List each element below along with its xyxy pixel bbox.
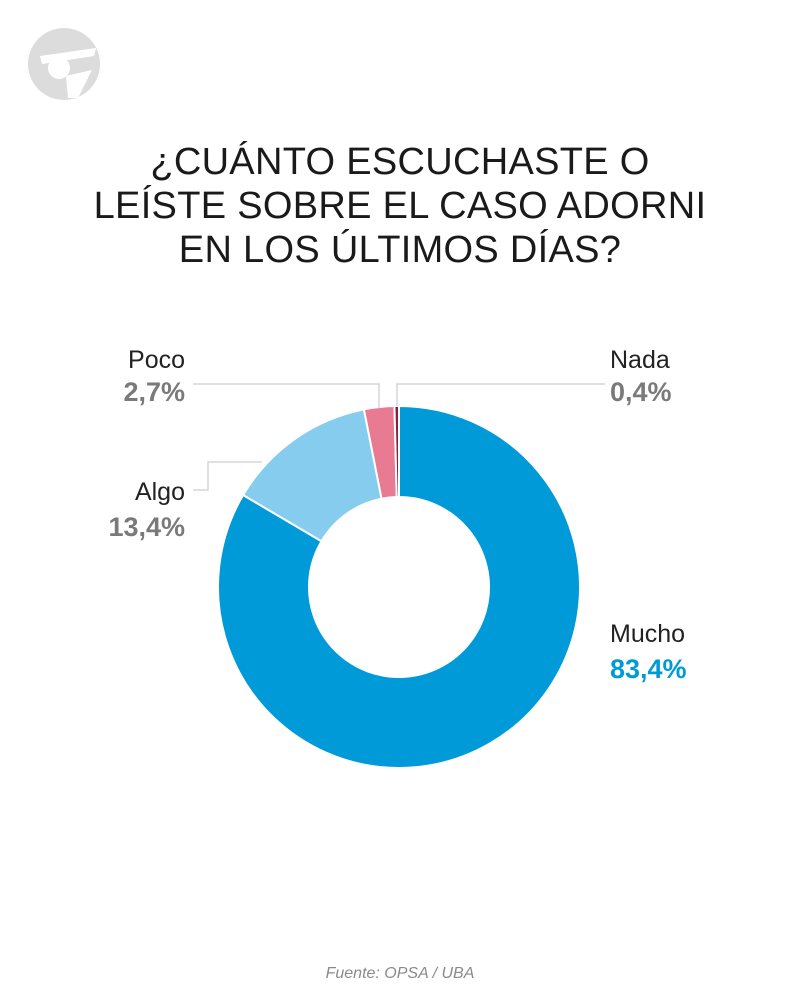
slice-label-poco: Poco xyxy=(128,346,185,374)
source-note: Fuente: OPSA / UBA xyxy=(325,965,475,982)
slice-label-nada: Nada xyxy=(610,346,670,374)
chart-title: ¿CUÁNTO ESCUCHASTE O LEÍSTE SOBRE EL CAS… xyxy=(0,140,800,272)
slice-value-poco: 2,7% xyxy=(123,377,185,407)
leader-lines xyxy=(193,383,605,491)
chart-title-line-2: LEÍSTE SOBRE EL CASO ADORNI xyxy=(93,185,707,227)
leader-line-nada xyxy=(396,383,605,406)
donut-slices xyxy=(217,404,581,769)
chart-title-line-3: EN LOS ÚLTIMOS DÍAS? xyxy=(178,229,622,271)
slice-labels: Mucho 83,4% Algo 13,4% Poco 2,7% Nada 0,4% xyxy=(108,346,686,684)
leader-line-poco xyxy=(193,383,380,408)
slice-value-algo: 13,4% xyxy=(108,512,185,542)
slice-label-mucho: Mucho xyxy=(610,620,685,648)
chart-title-line-1: ¿CUÁNTO ESCUCHASTE O xyxy=(150,141,650,183)
slice-value-mucho: 83,4% xyxy=(610,654,687,684)
slice-value-nada: 0,4% xyxy=(610,377,672,407)
slice-nada xyxy=(393,404,400,499)
slice-label-algo: Algo xyxy=(135,478,185,506)
brand-logo-icon xyxy=(28,28,100,100)
slice-mucho xyxy=(217,404,581,769)
leader-line-algo xyxy=(193,461,262,491)
